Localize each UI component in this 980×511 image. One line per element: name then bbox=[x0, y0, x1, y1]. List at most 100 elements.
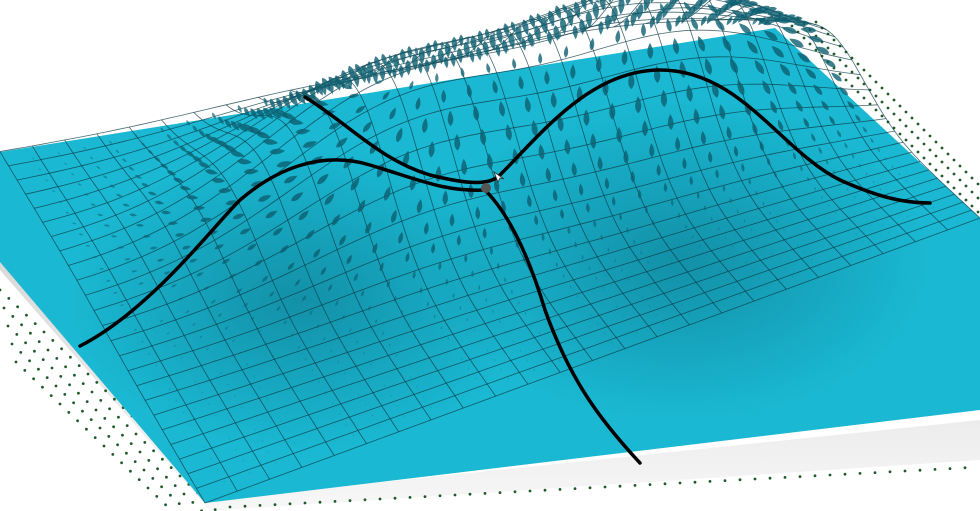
field-glyph bbox=[264, 342, 268, 346]
outer-field-dot bbox=[90, 390, 94, 394]
field-glyph bbox=[339, 412, 341, 415]
field-glyph bbox=[633, 239, 636, 245]
field-glyph bbox=[626, 227, 629, 234]
field-glyph bbox=[481, 387, 483, 390]
field-glyph bbox=[823, 59, 836, 68]
field-glyph bbox=[689, 175, 693, 186]
outer-field-dot bbox=[58, 402, 62, 406]
field-glyph bbox=[253, 374, 255, 378]
field-glyph bbox=[301, 452, 303, 455]
field-glyph bbox=[655, 313, 657, 316]
field-glyph bbox=[173, 140, 180, 147]
field-glyph bbox=[687, 270, 688, 273]
field-glyph bbox=[393, 295, 397, 302]
outer-field-dot bbox=[60, 347, 63, 351]
field-glyph bbox=[777, 119, 784, 131]
right-peak-ridge-curve[interactable] bbox=[303, 68, 932, 205]
field-glyph bbox=[874, 217, 876, 220]
field-glyph bbox=[590, 313, 592, 317]
field-glyph bbox=[769, 14, 781, 24]
field-glyph bbox=[256, 131, 271, 139]
field-glyph bbox=[545, 340, 547, 344]
outer-field-dot bbox=[633, 484, 637, 487]
outer-field-dot bbox=[73, 373, 76, 377]
field-glyph bbox=[697, 35, 706, 52]
field-glyph bbox=[666, 242, 668, 247]
outer-field-dot bbox=[98, 426, 102, 430]
field-glyph bbox=[563, 45, 569, 58]
field-glyph bbox=[569, 7, 575, 13]
outer-field-dot bbox=[41, 358, 45, 361]
field-glyph bbox=[737, 12, 748, 23]
outer-field-dot bbox=[134, 432, 138, 436]
field-glyph bbox=[328, 284, 333, 292]
saddle-point-marker[interactable] bbox=[481, 183, 491, 193]
field-glyph bbox=[656, 164, 661, 176]
field-glyph bbox=[77, 183, 82, 186]
field-glyph bbox=[919, 193, 921, 196]
field-glyph bbox=[666, 18, 672, 32]
field-glyph bbox=[192, 323, 196, 326]
field-glyph bbox=[522, 19, 529, 36]
field-glyph bbox=[135, 174, 142, 179]
field-glyph bbox=[104, 224, 111, 227]
outer-field-dot bbox=[67, 411, 71, 414]
outer-field-dot bbox=[963, 466, 967, 470]
field-glyph bbox=[678, 212, 681, 219]
outer-field-dot bbox=[0, 288, 2, 292]
field-glyph bbox=[449, 386, 451, 389]
outer-field-dot bbox=[970, 176, 974, 180]
field-glyph bbox=[501, 39, 508, 55]
field-glyph bbox=[383, 186, 391, 201]
outer-field-dot bbox=[169, 493, 172, 497]
outer-field-dot bbox=[874, 108, 878, 112]
mesh-line bbox=[710, 4, 916, 242]
outer-field-dot bbox=[243, 504, 247, 508]
field-glyph bbox=[379, 262, 384, 272]
field-glyph bbox=[693, 278, 695, 282]
valley-curve[interactable] bbox=[483, 188, 642, 465]
field-glyph bbox=[480, 128, 487, 146]
outer-field-dot bbox=[453, 493, 457, 497]
outer-field-dot bbox=[363, 498, 367, 502]
field-glyph bbox=[242, 460, 244, 462]
outer-field-dot bbox=[928, 148, 932, 152]
field-glyph bbox=[360, 66, 367, 84]
outer-field-dot bbox=[723, 479, 727, 482]
field-glyph bbox=[115, 149, 120, 154]
field-glyph bbox=[78, 233, 84, 236]
field-glyph bbox=[412, 270, 416, 279]
field-glyph bbox=[598, 21, 604, 35]
field-glyph bbox=[407, 46, 412, 59]
outer-field-dot bbox=[952, 172, 956, 176]
field-glyph bbox=[109, 184, 116, 188]
field-glyph bbox=[813, 84, 823, 95]
field-glyph bbox=[624, 17, 630, 32]
field-glyph bbox=[559, 359, 561, 362]
outer-field-dot bbox=[19, 351, 23, 354]
outer-field-dot bbox=[151, 477, 155, 480]
field-glyph bbox=[770, 100, 777, 114]
field-glyph bbox=[222, 425, 224, 428]
field-glyph bbox=[409, 375, 411, 378]
field-glyph bbox=[823, 234, 824, 238]
outer-field-dot bbox=[108, 407, 111, 411]
field-glyph bbox=[269, 148, 285, 155]
field-glyph bbox=[858, 163, 861, 168]
outer-field-dot bbox=[922, 156, 926, 160]
outer-field-dot bbox=[498, 491, 502, 494]
field-glyph bbox=[726, 278, 728, 281]
field-glyph bbox=[58, 200, 63, 203]
field-glyph bbox=[211, 112, 216, 120]
field-glyph bbox=[673, 252, 675, 256]
field-glyph bbox=[227, 383, 229, 386]
outer-field-dot bbox=[832, 66, 836, 70]
field-glyph bbox=[194, 380, 197, 382]
field-glyph bbox=[283, 175, 298, 184]
left-peak-ridge-curve[interactable] bbox=[78, 158, 487, 348]
field-glyph bbox=[712, 81, 719, 98]
outer-field-dot bbox=[558, 488, 562, 491]
field-glyph bbox=[692, 234, 694, 239]
field-glyph bbox=[881, 224, 883, 227]
